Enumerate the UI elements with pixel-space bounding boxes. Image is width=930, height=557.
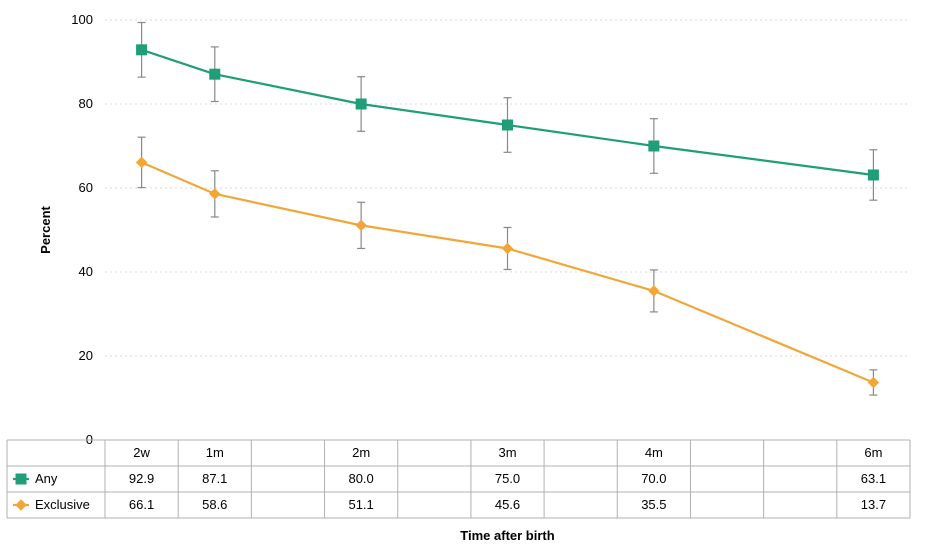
table-cell: 51.1 (348, 497, 373, 512)
legend-label-any: Any (35, 471, 58, 486)
svg-text:60: 60 (79, 180, 93, 195)
svg-text:40: 40 (79, 264, 93, 279)
table-cell: 45.6 (495, 497, 520, 512)
x-category-label: 4m (645, 445, 663, 460)
svg-text:20: 20 (79, 348, 93, 363)
y-axis-label: Percent (38, 205, 53, 253)
table-cell: 80.0 (348, 471, 373, 486)
table-cell: 13.7 (861, 497, 886, 512)
x-category-label: 3m (498, 445, 516, 460)
x-category-label: 1m (206, 445, 224, 460)
svg-text:80: 80 (79, 96, 93, 111)
errorbars-any (138, 23, 878, 201)
table-cell: 75.0 (495, 471, 520, 486)
line-chart: 020406080100Percent2w1m2m3m4m6mAny92.987… (0, 0, 930, 557)
table-cell: 92.9 (129, 471, 154, 486)
x-category-label: 2m (352, 445, 370, 460)
table-cell: 63.1 (861, 471, 886, 486)
legend-label-exclusive: Exclusive (35, 497, 90, 512)
svg-text:100: 100 (71, 12, 93, 27)
markers-exclusive (137, 157, 879, 387)
table-cell: 66.1 (129, 497, 154, 512)
y-tick-labels: 020406080100 (71, 12, 93, 447)
plot-area (137, 23, 879, 396)
table-cell: 58.6 (202, 497, 227, 512)
data-table: 2w 1m 2m 3m 4m 6m Any 92.9 87.1 80.0 75.0 70.0 63.1 E… (7, 440, 910, 518)
x-axis-label: Time after birth (460, 528, 554, 543)
table-cell: 70.0 (641, 471, 666, 486)
x-category-label: 2w (133, 445, 150, 460)
table-cell: 87.1 (202, 471, 227, 486)
table-cell: 35.5 (641, 497, 666, 512)
x-category-label: 6m (864, 445, 882, 460)
